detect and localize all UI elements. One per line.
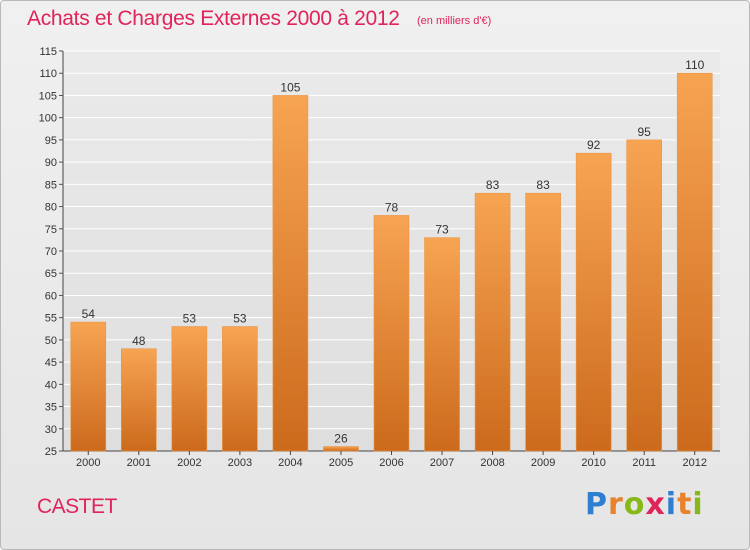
- bar-value-label: 110: [685, 58, 704, 72]
- chart-subtitle: (en milliers d'€): [417, 15, 492, 27]
- bar: [323, 446, 359, 452]
- bar-value-label: 105: [280, 80, 300, 94]
- y-tick-label: 110: [39, 68, 57, 80]
- x-tick-label: 2009: [531, 457, 555, 469]
- bar-value-label: 83: [486, 178, 500, 192]
- x-tick-label: 2004: [278, 457, 302, 469]
- bar: [222, 326, 258, 452]
- bar-value-label: 26: [334, 432, 348, 446]
- bar: [676, 72, 713, 452]
- x-tick-label: 2011: [632, 457, 656, 469]
- y-tick-label: 45: [45, 357, 57, 369]
- bar: [575, 152, 612, 452]
- bar: [424, 237, 460, 452]
- y-tick-label: 40: [45, 379, 57, 391]
- x-tick-label: 2005: [329, 457, 353, 469]
- commune-name: CASTET: [37, 495, 117, 518]
- y-tick-label: 50: [45, 335, 57, 347]
- bar: [474, 192, 511, 452]
- bar-value-label: 73: [435, 223, 449, 237]
- x-tick-label: 2003: [228, 457, 252, 469]
- bar-value-label: 78: [385, 200, 399, 214]
- x-tick-label: 2006: [379, 457, 403, 469]
- y-tick-label: 25: [45, 446, 57, 458]
- bar: [272, 95, 309, 452]
- bar: [121, 348, 157, 452]
- bar-value-label: 95: [638, 125, 652, 139]
- bar-value-label: 53: [233, 312, 247, 326]
- y-tick-label: 70: [45, 246, 57, 258]
- y-tick-label: 55: [45, 313, 57, 325]
- bar: [171, 326, 208, 452]
- bar-value-label: 83: [536, 178, 550, 192]
- bar: [626, 139, 662, 452]
- y-tick-label: 115: [39, 46, 57, 58]
- y-tick-label: 105: [39, 90, 57, 102]
- y-tick-label: 35: [45, 402, 57, 414]
- y-tick-label: 90: [45, 157, 57, 169]
- bar: [373, 215, 410, 452]
- y-tick-label: 75: [45, 224, 57, 236]
- x-tick-label: 2012: [682, 457, 706, 469]
- bar-value-label: 48: [132, 334, 146, 348]
- bar-value-label: 92: [587, 138, 601, 152]
- y-tick-label: 80: [45, 202, 57, 214]
- y-tick-label: 85: [45, 179, 57, 191]
- x-tick-label: 2010: [581, 457, 605, 469]
- bar: [70, 321, 107, 452]
- y-tick-label: 65: [45, 268, 57, 280]
- y-tick-label: 30: [45, 424, 57, 436]
- x-tick-label: 2007: [430, 457, 454, 469]
- y-tick-label: 100: [39, 113, 57, 125]
- chart-title: Achats et Charges Externes 2000 à 2012: [27, 7, 400, 30]
- x-tick-label: 2000: [76, 457, 100, 469]
- y-tick-label: 60: [45, 290, 57, 302]
- bar-value-label: 53: [183, 312, 197, 326]
- bar-value-label: 54: [82, 307, 96, 321]
- y-tick-label: 95: [45, 135, 57, 147]
- x-tick-label: 2001: [127, 457, 151, 469]
- x-tick-label: 2002: [177, 457, 201, 469]
- bar: [525, 192, 561, 452]
- x-tick-label: 2008: [480, 457, 504, 469]
- proxiti-logo: Proxiti: [585, 487, 704, 522]
